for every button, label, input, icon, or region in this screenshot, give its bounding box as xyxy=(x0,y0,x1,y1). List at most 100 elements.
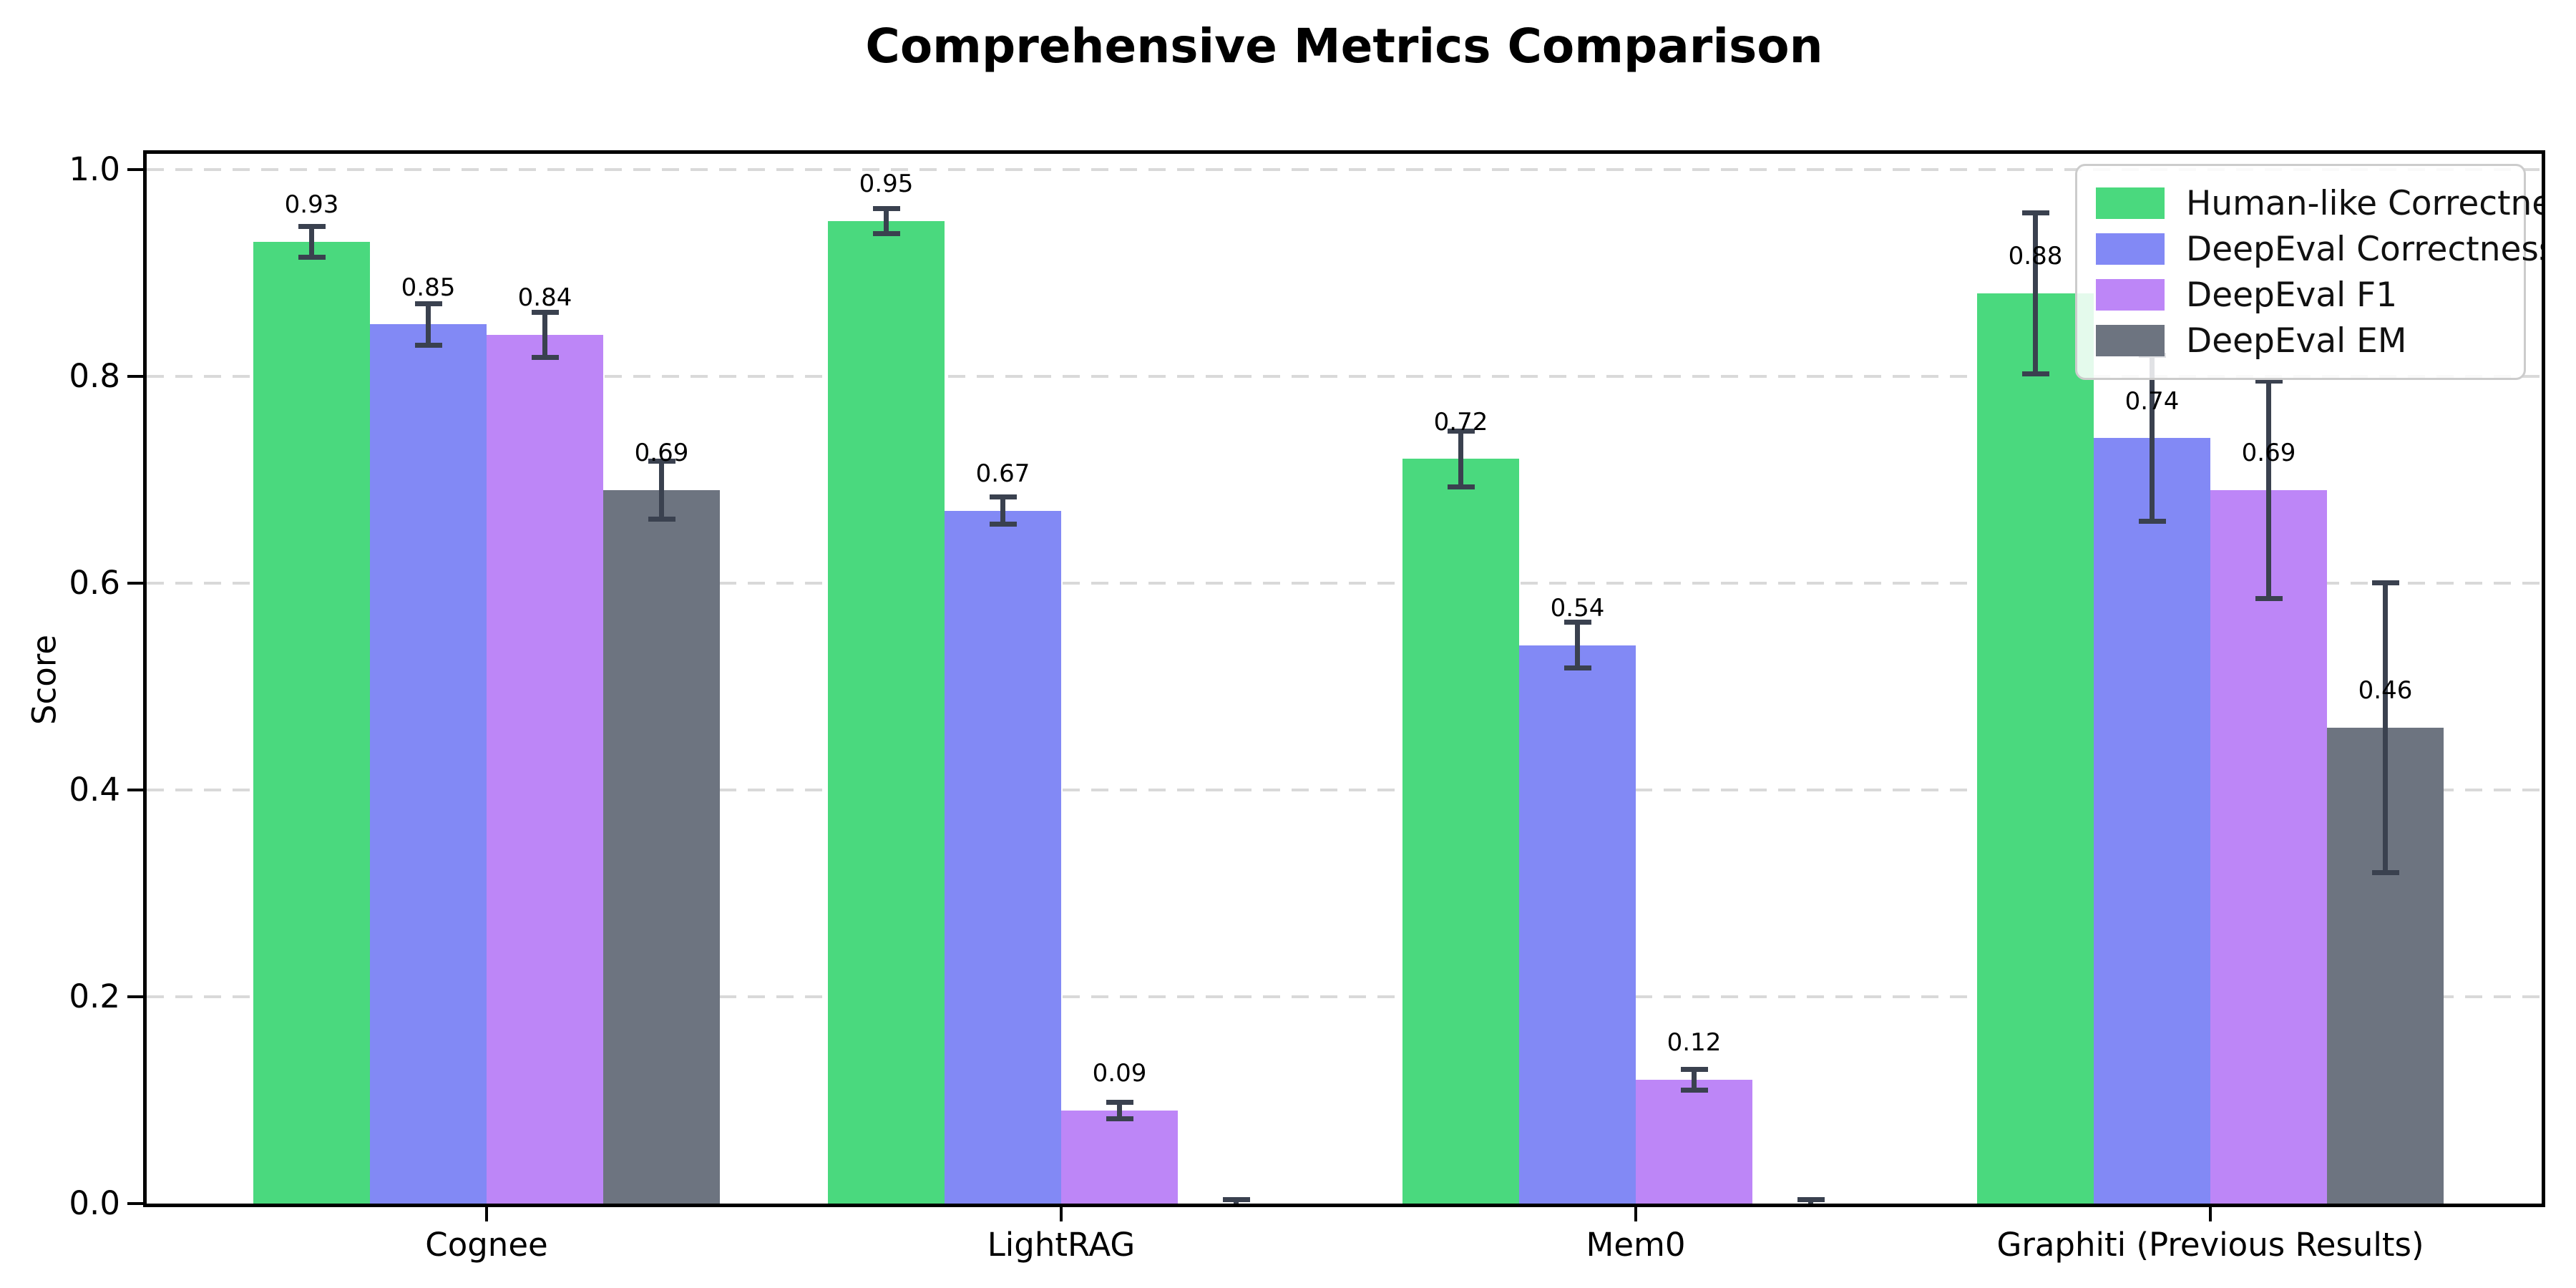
error-bar-cap xyxy=(872,206,900,212)
bar-value-label: 0.74 xyxy=(2124,386,2180,416)
bar-value-label: 0.69 xyxy=(634,438,689,467)
error-bar-cap xyxy=(1797,1205,1825,1207)
error-bar-cap xyxy=(2021,371,2049,377)
bar-value-label: 0.72 xyxy=(1433,407,1488,436)
y-tick-label: 0.4 xyxy=(69,770,120,809)
gridline xyxy=(147,788,2542,791)
x-tick-label: LightRAG xyxy=(987,1226,1136,1264)
y-tick-label: 0.0 xyxy=(69,1184,120,1222)
error-bar-cap xyxy=(2371,580,2399,586)
error-bar-cap xyxy=(2021,210,2049,215)
bar-value-label: 0.46 xyxy=(2358,676,2413,706)
error-bar xyxy=(2266,381,2271,599)
bar xyxy=(1402,459,1519,1204)
error-bar-cap xyxy=(414,301,442,307)
error-bar-cap xyxy=(1222,1196,1250,1202)
error-bar-cap xyxy=(1223,1205,1250,1207)
error-bar xyxy=(542,312,547,358)
error-bar xyxy=(1458,431,1463,487)
y-tick-label: 1.0 xyxy=(69,150,120,188)
error-bar-cap xyxy=(531,309,559,315)
x-tick-label: Cognee xyxy=(425,1226,548,1264)
chart-title: Comprehensive Metrics Comparison xyxy=(865,19,1823,74)
y-tick-mark xyxy=(127,1202,143,1205)
error-bar-cap xyxy=(1106,1099,1133,1105)
error-bar-cap xyxy=(1680,1066,1708,1072)
error-bar xyxy=(2033,213,2038,374)
y-tick-label: 0.6 xyxy=(69,563,120,602)
error-bar-cap xyxy=(414,342,442,348)
x-tick-mark xyxy=(485,1207,488,1221)
error-bar-cap xyxy=(989,494,1017,500)
error-bar-cap xyxy=(531,355,559,361)
bar xyxy=(2094,438,2210,1204)
x-tick-mark xyxy=(2209,1207,2212,1221)
error-bar-cap xyxy=(298,255,326,260)
error-bar-cap xyxy=(872,230,900,236)
bar xyxy=(1519,645,1636,1204)
error-bar xyxy=(426,303,431,346)
y-tick-mark xyxy=(127,995,143,998)
legend-label: DeepEval F1 xyxy=(2186,275,2398,315)
x-tick-mark xyxy=(1634,1207,1637,1221)
y-axis-label: Score xyxy=(25,634,64,726)
bar-value-label: 0.93 xyxy=(284,190,339,220)
error-bar xyxy=(1000,497,1005,525)
error-bar-cap xyxy=(1797,1196,1825,1202)
legend-label: DeepEval Correctness xyxy=(2186,229,2545,269)
error-bar xyxy=(1117,1102,1122,1119)
error-bar xyxy=(1692,1069,1697,1090)
gridline xyxy=(147,374,2542,378)
bar xyxy=(370,324,487,1204)
y-tick-mark xyxy=(127,167,143,171)
error-bar xyxy=(884,208,889,234)
x-tick-mark xyxy=(1060,1207,1063,1221)
bar-value-label: 0.88 xyxy=(2008,242,2063,271)
bar xyxy=(1061,1110,1178,1204)
bar-value-label: 0.85 xyxy=(401,273,456,302)
bar-value-label: 0.69 xyxy=(2241,438,2296,467)
bar-value-label: 0.12 xyxy=(1667,1028,1722,1057)
legend-row: DeepEval EM xyxy=(2096,318,2505,364)
error-bar xyxy=(2150,355,2155,522)
error-bar-cap xyxy=(1563,620,1591,625)
error-bar-cap xyxy=(648,516,675,522)
error-bar-cap xyxy=(298,223,326,229)
legend-row: DeepEval F1 xyxy=(2096,272,2505,318)
gridline xyxy=(147,167,2542,171)
error-bar xyxy=(309,226,314,258)
error-bar-cap xyxy=(648,458,675,464)
legend-label: Human-like Correctness xyxy=(2186,183,2542,223)
plot-area: 0.93 0.95 0.72 0.88 0.85 0.67 0.54 0.74 0.84 0.09… xyxy=(143,150,2545,1207)
y-tick-mark xyxy=(127,788,143,791)
bar xyxy=(828,220,945,1204)
legend-row: Human-like Correctness xyxy=(2096,180,2542,226)
y-tick-label: 0.2 xyxy=(69,977,120,1015)
error-bar-cap xyxy=(1680,1087,1708,1093)
legend-swatch-human-like-correctness xyxy=(2096,187,2165,219)
y-tick-mark xyxy=(127,374,143,378)
x-tick-label: Graphiti (Previous Results) xyxy=(1996,1226,2424,1264)
bar-value-label: 0.67 xyxy=(975,459,1030,488)
bar xyxy=(603,489,720,1204)
error-bar-cap xyxy=(2255,595,2283,601)
legend: Human-like Correctness DeepEval Correctn… xyxy=(2075,164,2542,380)
bar xyxy=(1636,1079,1752,1204)
y-tick-mark xyxy=(127,581,143,585)
gridline xyxy=(147,995,2542,998)
bar xyxy=(2210,489,2327,1204)
legend-row: DeepEval Correctness xyxy=(2096,226,2542,272)
error-bar xyxy=(1575,622,1580,668)
error-bar-cap xyxy=(1447,428,1475,434)
bar-value-label: 0.09 xyxy=(1092,1059,1147,1088)
bar-value-label: 0.95 xyxy=(859,170,914,199)
error-bar xyxy=(659,461,664,519)
error-bar-cap xyxy=(1447,484,1475,489)
bar xyxy=(1977,293,2094,1204)
error-bar-cap xyxy=(1563,665,1591,670)
error-bar xyxy=(2383,582,2388,873)
bar xyxy=(253,241,370,1204)
legend-swatch-deepeval-f1 xyxy=(2096,279,2165,311)
bar-value-label: 0.54 xyxy=(1550,593,1605,623)
